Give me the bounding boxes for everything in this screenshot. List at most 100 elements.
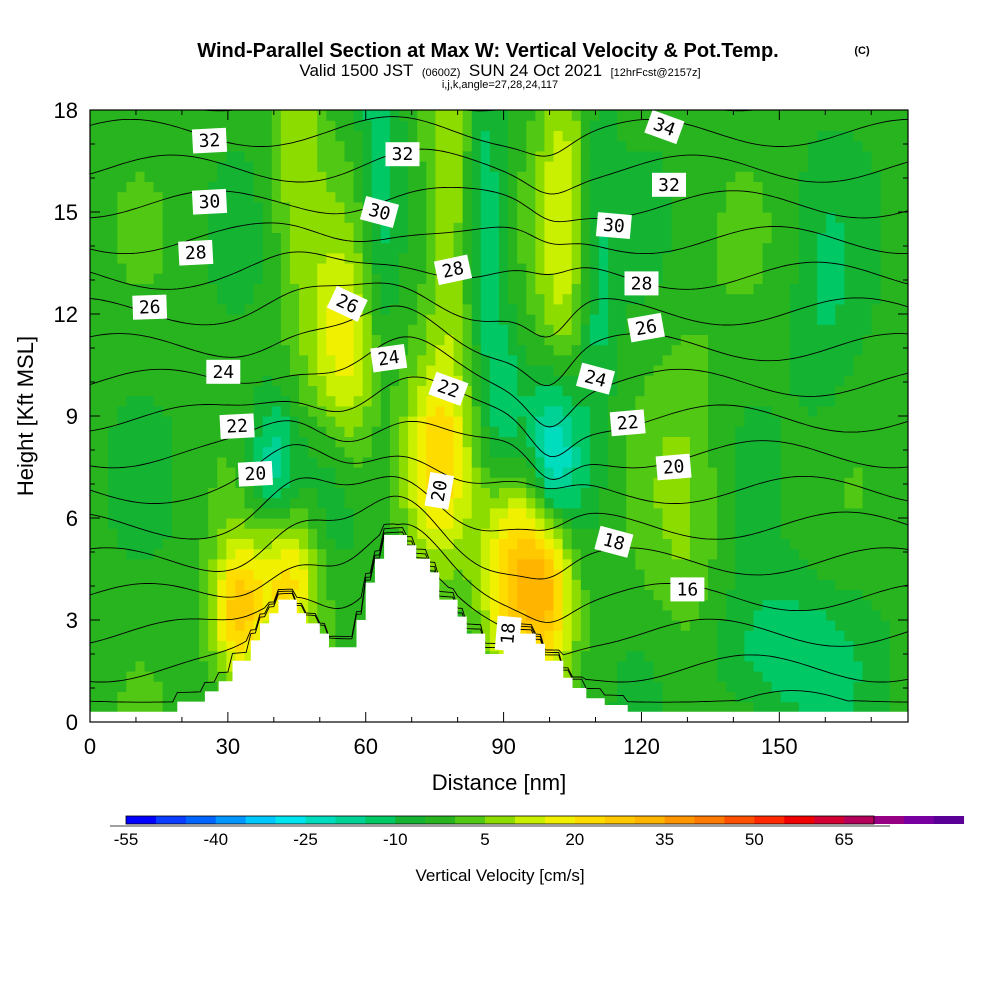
velocity-cell: [308, 507, 318, 519]
velocity-cell: [90, 528, 100, 539]
velocity-cell: [317, 375, 327, 386]
velocity-cell: [489, 293, 500, 305]
velocity-cell: [153, 609, 164, 621]
velocity-cell: [508, 477, 518, 488]
velocity-cell: [271, 212, 282, 223]
velocity-cell: [689, 110, 700, 121]
velocity-cell: [308, 130, 318, 142]
velocity-cell: [635, 569, 646, 580]
velocity-cell: [235, 456, 246, 468]
velocity-cell: [217, 212, 227, 223]
velocity-cell: [671, 681, 682, 692]
velocity-cell: [480, 497, 491, 509]
velocity-cell: [626, 354, 636, 366]
velocity-cell: [171, 171, 182, 182]
velocity-cell: [553, 395, 564, 407]
velocity-cell: [480, 283, 491, 295]
velocity-cell: [99, 467, 109, 478]
velocity-cell: [153, 201, 164, 213]
velocity-cell: [762, 691, 773, 703]
velocity-cell: [299, 161, 309, 172]
velocity-cell: [680, 191, 691, 203]
velocity-cell: [617, 120, 627, 131]
velocity-cell: [808, 477, 818, 488]
velocity-cell: [726, 110, 736, 121]
velocity-cell: [453, 436, 464, 448]
velocity-cell: [544, 161, 555, 172]
velocity-cell: [226, 201, 237, 213]
velocity-cell: [653, 569, 664, 580]
velocity-cell: [662, 395, 673, 407]
velocity-cell: [717, 497, 727, 509]
velocity-cell: [208, 263, 218, 274]
velocity-cell: [326, 467, 336, 478]
velocity-cell: [208, 579, 218, 590]
velocity-cell: [480, 140, 491, 152]
velocity-cell: [635, 263, 646, 274]
velocity-cell: [535, 569, 546, 580]
velocity-cell: [162, 171, 173, 182]
velocity-cell: [589, 569, 600, 580]
velocity-cell: [753, 171, 764, 182]
velocity-cell: [698, 263, 709, 274]
velocity-cell: [798, 630, 809, 641]
velocity-cell: [171, 273, 182, 284]
velocity-cell: [717, 273, 727, 284]
velocity-cell: [117, 701, 127, 713]
velocity-cell: [544, 120, 555, 131]
velocity-cell: [626, 650, 636, 662]
velocity-cell: [208, 150, 218, 162]
velocity-cell: [635, 354, 646, 366]
velocity-cell: [608, 283, 618, 295]
velocity-cell: [571, 334, 582, 346]
velocity-cell: [698, 212, 709, 223]
velocity-cell: [108, 518, 118, 529]
velocity-cell: [180, 609, 191, 621]
velocity-cell: [617, 263, 627, 274]
velocity-cell: [326, 569, 336, 580]
velocity-cell: [426, 110, 436, 121]
velocity-cell: [99, 528, 109, 539]
velocity-cell: [771, 477, 782, 488]
velocity-cell: [499, 324, 509, 335]
velocity-cell: [735, 477, 745, 488]
velocity-cell: [835, 130, 845, 142]
velocity-cell: [426, 558, 436, 570]
velocity-cell: [771, 395, 782, 407]
velocity-cell: [626, 518, 636, 529]
velocity-cell: [117, 263, 127, 274]
velocity-cell: [426, 538, 436, 550]
velocity-cell: [244, 212, 255, 223]
velocity-cell: [417, 426, 427, 437]
velocity-cell: [171, 487, 182, 499]
velocity-cell: [144, 701, 155, 713]
velocity-cell: [635, 487, 646, 499]
velocity-cell: [453, 344, 464, 356]
velocity-cell: [535, 385, 546, 397]
velocity-cell: [808, 273, 818, 284]
velocity-cell: [817, 681, 827, 692]
velocity-cell: [553, 528, 564, 539]
velocity-cell: [535, 365, 546, 376]
velocity-cell: [835, 650, 845, 662]
velocity-cell: [271, 365, 282, 376]
velocity-cell: [717, 293, 727, 305]
velocity-cell: [680, 599, 691, 611]
velocity-cell: [162, 528, 173, 539]
velocity-cell: [617, 181, 627, 193]
velocity-cell: [453, 181, 464, 193]
velocity-cell: [426, 171, 436, 182]
velocity-cell: [671, 293, 682, 305]
velocity-cell: [435, 140, 446, 152]
velocity-cell: [471, 569, 482, 580]
velocity-cell: [698, 426, 709, 437]
velocity-cell: [144, 130, 155, 142]
velocity-cell: [753, 691, 764, 703]
velocity-cell: [817, 416, 827, 427]
velocity-cell: [553, 620, 564, 631]
velocity-cell: [808, 375, 818, 386]
velocity-cell: [535, 477, 546, 488]
velocity-cell: [671, 191, 682, 203]
velocity-cell: [508, 456, 518, 468]
velocity-cell: [526, 426, 536, 437]
